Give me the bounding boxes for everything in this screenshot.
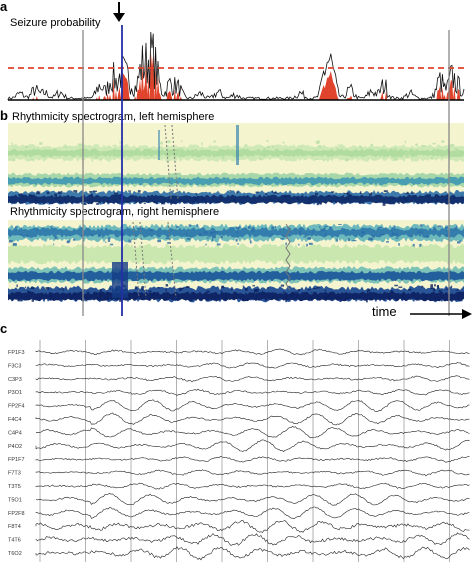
eeg-channel-label: FP1F3 bbox=[8, 350, 25, 356]
probability-trace bbox=[7, 31, 465, 101]
eeg-panel: FP1F3 F3C3 C3P3 P3O1 FP2F4 F4C4 C4P4 P4O2 FP1F7 F… bbox=[6, 338, 472, 562]
eeg-trace bbox=[35, 362, 470, 369]
eeg-channel-label: F7T3 bbox=[8, 471, 21, 477]
vertical-markers bbox=[82, 25, 450, 316]
eeg-channel-label: P4O2 bbox=[8, 444, 22, 450]
eeg-channel-label: FP2F8 bbox=[8, 511, 25, 517]
panel-a-letter: a bbox=[0, 0, 8, 14]
eeg-traces bbox=[35, 348, 470, 561]
eeg-channel-label: FP2F4 bbox=[8, 404, 25, 410]
eeg-channel-label: F4C4 bbox=[8, 417, 21, 423]
eeg-trace bbox=[35, 426, 470, 439]
eeg-channel-label: C4P4 bbox=[8, 430, 22, 436]
time-arrow-icon bbox=[410, 309, 472, 319]
right-spectrogram-title: Rhythmicity spectrogram, right hemispher… bbox=[10, 206, 219, 218]
eeg-channel-label: T4T6 bbox=[8, 538, 21, 544]
seizure-probability-chart bbox=[7, 31, 465, 101]
eeg-trace bbox=[35, 482, 470, 490]
eeg-trace bbox=[35, 439, 470, 452]
eeg-trace bbox=[35, 388, 470, 396]
eeg-trace bbox=[35, 375, 470, 383]
panel-a-title: Seizure probability bbox=[10, 17, 101, 29]
eeg-trace bbox=[35, 520, 470, 533]
time-label: time bbox=[372, 304, 397, 319]
eeg-time-grid bbox=[39, 340, 450, 562]
eeg-channel-label: T6O2 bbox=[8, 551, 22, 557]
eeg-trace bbox=[35, 469, 470, 477]
event-arrow-icon bbox=[113, 2, 125, 22]
panel-b-letter: b bbox=[0, 108, 8, 123]
left-spectrogram-title: Rhythmicity spectrogram, left hemisphere bbox=[12, 111, 214, 123]
eeg-channel-label: FP1F7 bbox=[8, 457, 25, 463]
zigzag-marker bbox=[285, 223, 291, 291]
eeg-channel-label: P3O1 bbox=[8, 390, 22, 396]
hatch-marks bbox=[132, 124, 179, 299]
eeg-trace bbox=[35, 546, 470, 561]
eeg-trace bbox=[35, 506, 470, 520]
right-spectrogram bbox=[8, 220, 464, 303]
eeg-channel-label: F8T4 bbox=[8, 524, 21, 530]
eeg-trace bbox=[35, 455, 470, 463]
panel-c-letter: c bbox=[0, 321, 7, 336]
eeg-channel-label: C3P3 bbox=[8, 377, 22, 383]
eeg-channel-labels: FP1F3 F3C3 C3P3 P3O1 FP2F4 F4C4 C4P4 P4O2 FP1F7 F… bbox=[8, 350, 25, 557]
eeg-trace bbox=[35, 412, 470, 426]
eeg-channel-label: F3C3 bbox=[8, 363, 21, 369]
eeg-channel-label: T3T5 bbox=[8, 484, 21, 490]
left-spectrogram bbox=[8, 123, 464, 206]
eeg-trace bbox=[35, 532, 470, 546]
eeg-trace bbox=[35, 348, 470, 356]
eeg-trace bbox=[35, 399, 470, 413]
eeg-trace bbox=[35, 493, 470, 506]
eeg-channel-label: T5O1 bbox=[8, 497, 22, 503]
probability-fill bbox=[8, 51, 464, 100]
